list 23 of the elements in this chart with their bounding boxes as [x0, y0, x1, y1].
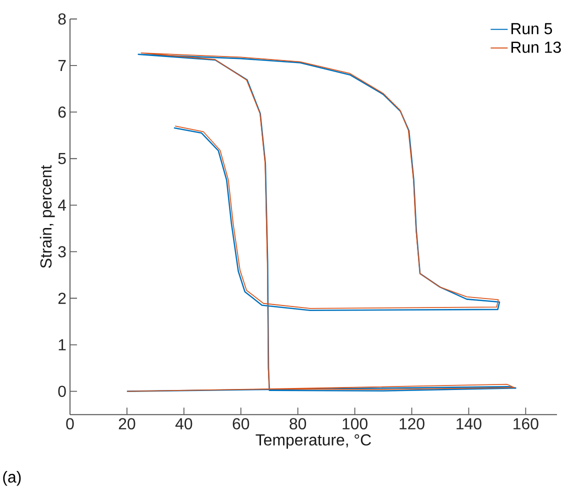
y-tick-label: 7	[58, 60, 66, 72]
x-tick-label: 120	[400, 418, 424, 430]
x-tick-label: 160	[514, 418, 538, 430]
text: (a)	[3, 470, 21, 486]
y-tick-label: 4	[58, 200, 66, 211]
y-tick-label: 2	[58, 292, 66, 304]
y-tick-label: 5	[58, 153, 66, 164]
x-tick-label: 80	[290, 418, 306, 430]
x-tick-label: 40	[175, 418, 192, 430]
y-tick-label: 1	[58, 339, 66, 350]
y-tick-label: 6	[58, 106, 66, 118]
y-tick-label: 0	[58, 386, 66, 397]
x-tick-label: 100	[342, 418, 368, 430]
x-tick-label: 0	[66, 418, 74, 430]
x-tick-label: 20	[118, 418, 136, 430]
legend-label: Run 13	[511, 42, 561, 53]
x-tick-label: 140	[456, 418, 482, 430]
legend-label: Run 5	[511, 23, 552, 34]
x-tick-label: 60	[232, 418, 250, 430]
x-axis-title: Temperature, °C	[256, 434, 371, 449]
y-tick-label: 3	[58, 246, 66, 258]
y-axis-title: Strain, percent	[40, 165, 55, 268]
y-tick-label: 8	[58, 13, 66, 25]
